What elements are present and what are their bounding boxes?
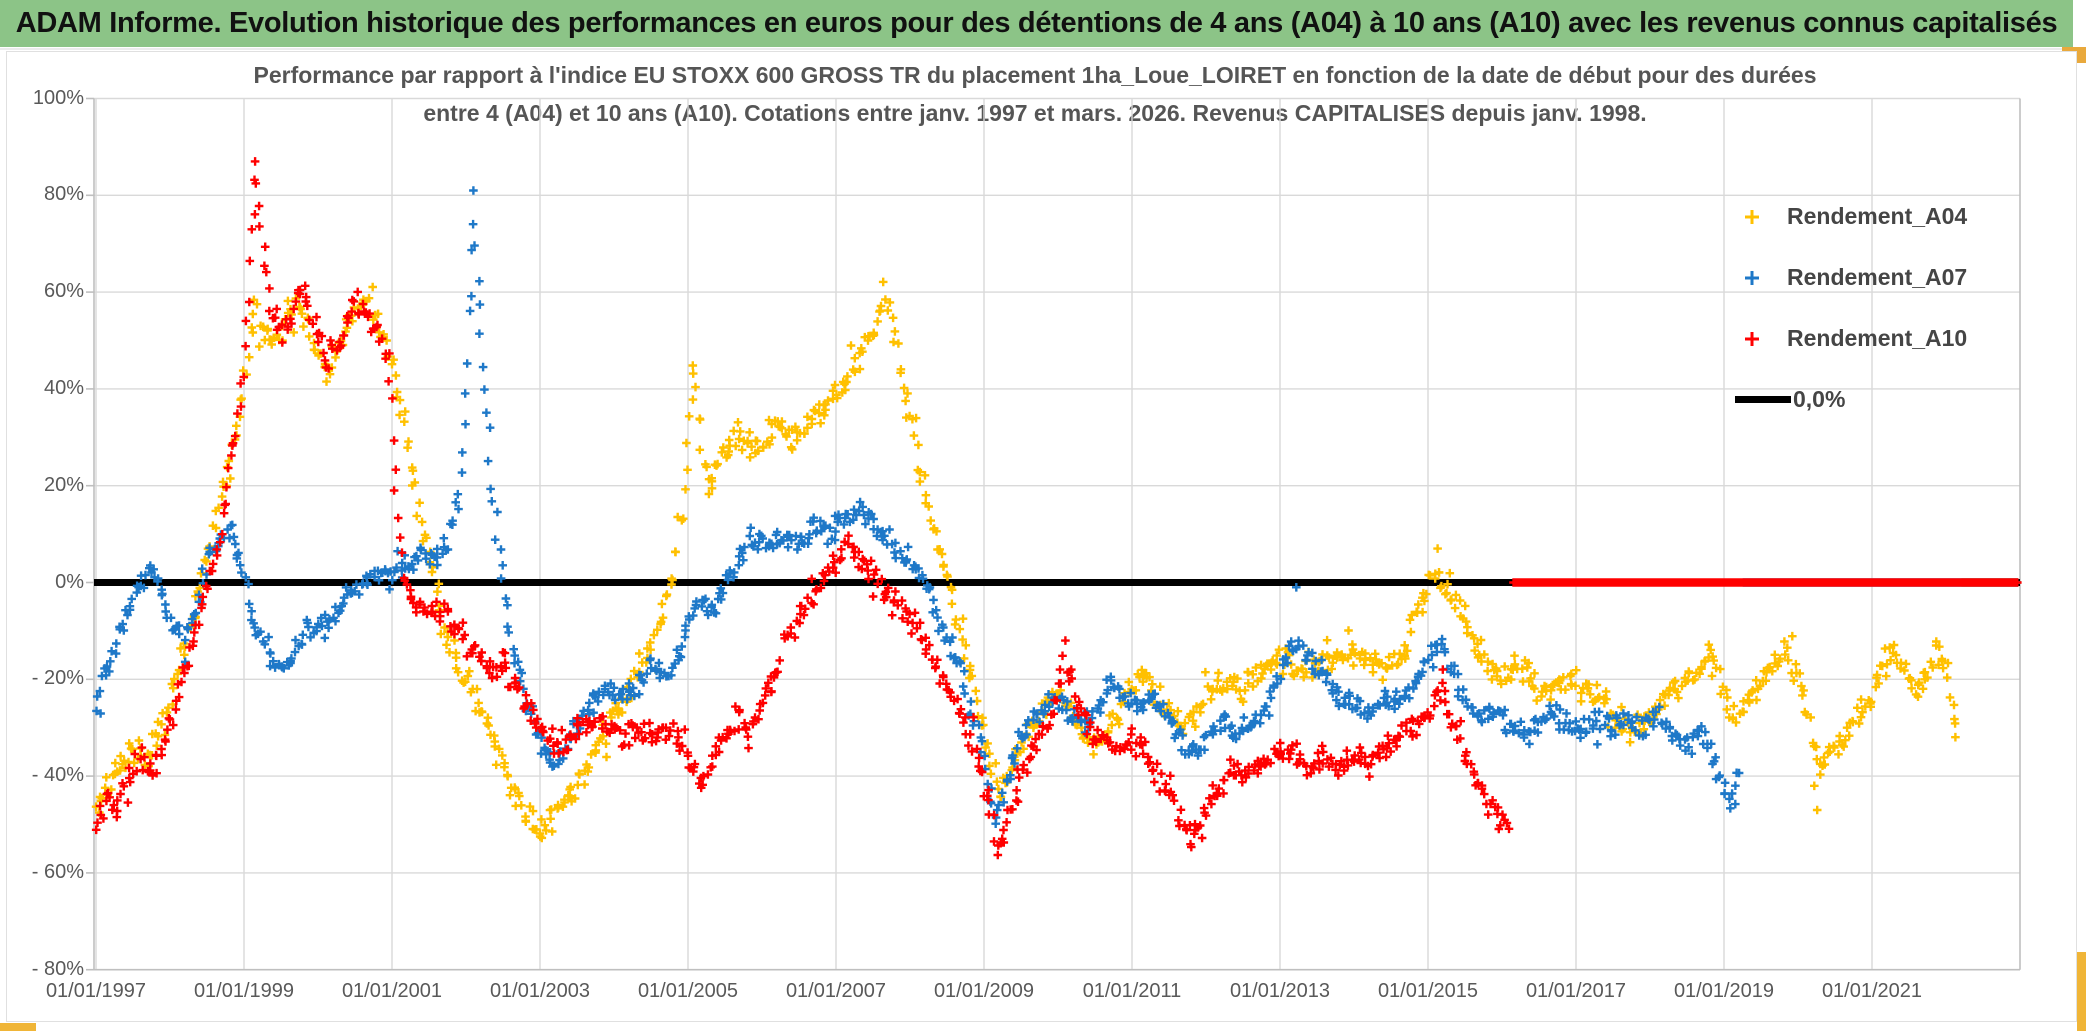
- x-axis-tick-label: 01/01/1999: [193, 980, 295, 1002]
- legend-label: Rendement_A10: [1787, 325, 1968, 351]
- gridlines: [94, 97, 2020, 971]
- series-points-rendement_a07: [92, 186, 2022, 828]
- x-axis-tick-label: 01/01/2011: [1082, 980, 1182, 1002]
- y-axis-tick-label: - 20%: [31, 667, 84, 690]
- legend-label: 0,0%: [1793, 386, 1846, 412]
- x-axis-tick-label: 01/01/2009: [933, 980, 1035, 1002]
- page-title: ADAM Informe. Evolution historique des p…: [15, 7, 2058, 39]
- x-axis-tick-label: 01/01/2013: [1229, 980, 1331, 1002]
- plus-marker-icon: [1735, 269, 1769, 287]
- chart-area[interactable]: [6, 51, 2077, 1022]
- chart-legend[interactable]: Rendement_A04 Rendement_A07 Rendement_A1…: [1735, 186, 1995, 430]
- legend-item-zero-line[interactable]: 0,0%: [1735, 369, 1995, 430]
- y-axis-tick-label: 20%: [43, 473, 84, 496]
- x-axis-tick-label: 01/01/2001: [341, 980, 443, 1002]
- header-divider: [0, 48, 2073, 50]
- x-axis-tick-label: 01/01/2021: [1821, 980, 1923, 1002]
- x-axis-tick-label: 01/01/2003: [489, 980, 591, 1002]
- y-axis-tick-label: 40%: [43, 376, 84, 399]
- legend-item-rendement-a04[interactable]: Rendement_A04: [1735, 186, 1995, 247]
- x-axis-tick-label: 01/01/2007: [785, 980, 887, 1002]
- chart-title-line1: Performance par rapport à l'indice EU ST…: [253, 62, 1817, 88]
- y-axis-tick-label: 0%: [55, 570, 84, 593]
- series-points-rendement_a10: [91, 157, 2022, 860]
- legend-label: Rendement_A07: [1787, 264, 1968, 290]
- y-axis-tick-label: 60%: [43, 280, 84, 303]
- legend-item-rendement-a10[interactable]: Rendement_A10: [1735, 308, 1995, 369]
- y-axis-tick-label: 100%: [32, 86, 84, 109]
- y-axis-tick-label: - 80%: [31, 957, 84, 980]
- x-axis-tick-label: 01/01/2005: [637, 980, 739, 1002]
- legend-label: Rendement_A04: [1787, 203, 1968, 229]
- zero-line-swatch-icon: [1735, 396, 1791, 403]
- x-axis-tick-label: 01/01/1997: [45, 980, 147, 1002]
- x-axis-tick-label: 01/01/2019: [1673, 980, 1775, 1002]
- plus-marker-icon: [1735, 330, 1769, 348]
- y-axis-tick-label: - 60%: [31, 860, 84, 883]
- y-axis-tick-label: - 40%: [31, 764, 84, 787]
- x-axis-tick-label: 01/01/2017: [1525, 980, 1627, 1002]
- gold-right-accent: [2077, 952, 2086, 1031]
- gold-bottomleft-accent: [0, 1023, 36, 1031]
- series-points-rendement_a04: [91, 277, 2022, 843]
- axis-lines: [86, 97, 2021, 971]
- y-axis-tick-label: 80%: [43, 183, 84, 206]
- chart-title-line2: entre 4 (A04) et 10 ans (A10). Cotations…: [423, 100, 1647, 126]
- legend-item-rendement-a07[interactable]: Rendement_A07: [1735, 247, 1995, 308]
- x-axis-tick-label: 01/01/2015: [1377, 980, 1479, 1002]
- header-bar: ADAM Informe. Evolution historique des p…: [0, 0, 2073, 47]
- plus-marker-icon: [1735, 208, 1769, 226]
